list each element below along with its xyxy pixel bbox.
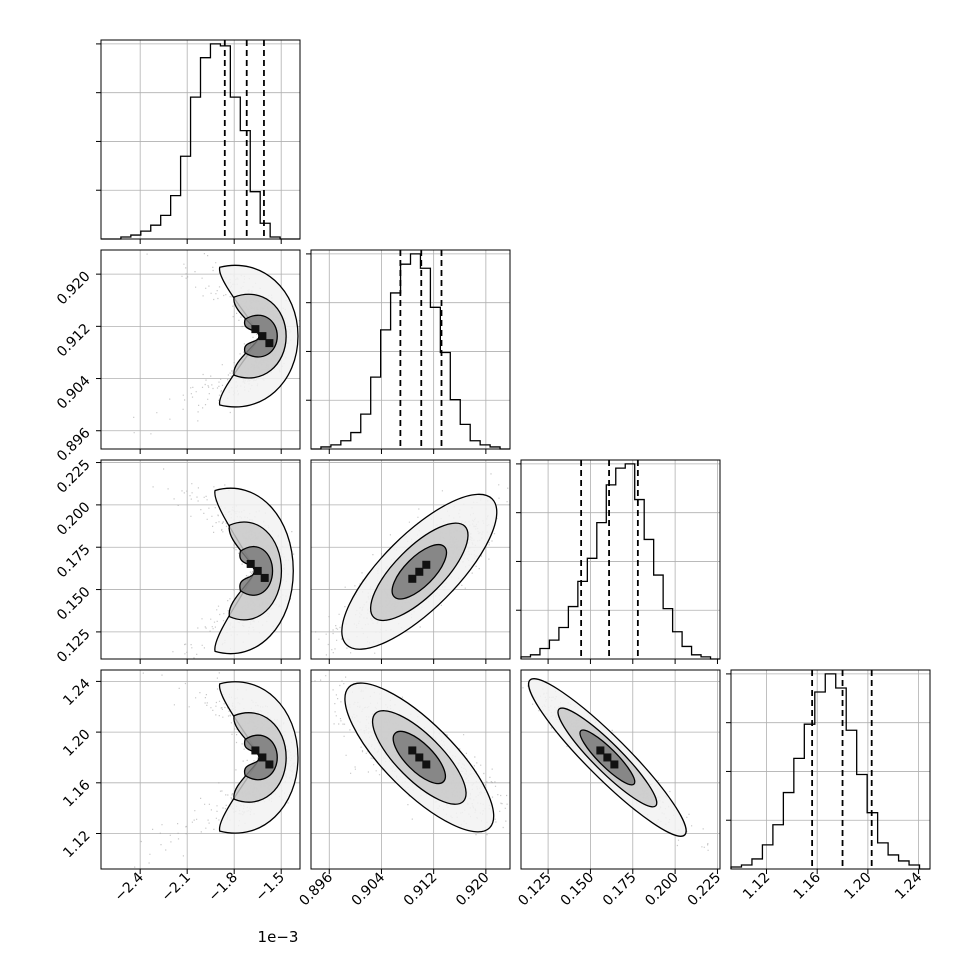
x-tick-label: −1.8 <box>206 870 241 905</box>
histogram-step <box>311 253 510 450</box>
pair-panel-1-0 <box>96 249 301 454</box>
density-peak <box>415 567 424 576</box>
density-peak <box>253 566 262 575</box>
y-tick-label: 0.200 <box>54 499 94 539</box>
x-tick-label: 1.16 <box>791 869 824 902</box>
panel-frame <box>310 249 511 450</box>
density-peak <box>408 746 417 755</box>
pair-panel-3-2 <box>520 669 721 874</box>
panel-frame <box>100 459 301 660</box>
panel-frame <box>100 39 301 240</box>
density-peak <box>258 332 267 341</box>
x-tick-label: 0.896 <box>296 869 336 909</box>
panel-frame <box>520 459 721 660</box>
x-tick-label: 0.225 <box>685 870 725 910</box>
density-peak <box>265 760 274 769</box>
x-tick-label: −2.4 <box>112 869 147 904</box>
density-peak <box>596 746 605 755</box>
panel-frame <box>100 669 301 870</box>
axis-offset-label: 1e−3 <box>258 928 299 946</box>
panel-frame <box>100 249 301 450</box>
density-peak <box>251 325 260 334</box>
density-peak <box>422 560 431 569</box>
histogram-panel-3 <box>726 669 931 874</box>
histogram-step <box>520 463 720 660</box>
pair-panel-2-0 <box>96 459 301 664</box>
x-tick-label: 0.200 <box>642 870 682 910</box>
pair-panel-3-0 <box>96 669 301 874</box>
histogram-panel-1 <box>306 249 511 454</box>
y-tick-label: 0.150 <box>54 584 94 624</box>
density-peak <box>422 760 431 769</box>
x-tick-label: 0.904 <box>349 869 389 909</box>
x-tick-label: 0.175 <box>600 870 640 910</box>
x-tick-label: −1.5 <box>253 870 288 905</box>
y-tick-label: 0.920 <box>54 268 94 308</box>
histogram-panel-0 <box>96 39 301 244</box>
density-peak <box>265 339 274 348</box>
y-tick-label: 1.20 <box>60 726 93 759</box>
panel-frame <box>520 669 721 870</box>
panel-frame <box>310 459 511 660</box>
density-peak <box>251 746 260 755</box>
y-tick-label: 0.904 <box>54 373 94 413</box>
density-peak <box>610 760 619 769</box>
y-tick-label: 1.24 <box>60 676 93 709</box>
density-peak <box>603 753 612 762</box>
histogram-step <box>101 43 300 240</box>
y-tick-label: 0.175 <box>54 542 94 582</box>
pair-panel-3-1 <box>310 669 511 874</box>
x-tick-label: 1.12 <box>740 870 773 903</box>
density-peak <box>408 574 417 583</box>
x-tick-label: 0.125 <box>515 870 555 910</box>
x-tick-label: 0.920 <box>453 870 493 910</box>
panel-frame <box>310 669 511 870</box>
y-tick-label: 0.896 <box>54 425 94 465</box>
density-peak <box>246 559 255 568</box>
density-peak <box>415 753 424 762</box>
x-tick-label: 1.20 <box>841 870 874 903</box>
panel-frame <box>730 669 931 870</box>
histogram-panel-2 <box>516 459 721 664</box>
x-tick-label: −2.1 <box>159 870 194 905</box>
density-peak <box>258 753 267 762</box>
x-tick-label: 0.912 <box>401 870 441 910</box>
y-tick-label: 0.912 <box>54 321 94 361</box>
y-tick-label: 1.12 <box>60 828 93 861</box>
y-tick-label: 0.125 <box>54 626 94 666</box>
x-tick-label: 0.150 <box>558 870 598 910</box>
y-tick-label: 1.16 <box>60 777 93 810</box>
x-tick-label: 1.24 <box>892 869 925 902</box>
histogram-step <box>730 673 930 870</box>
y-tick-label: 0.225 <box>54 457 94 497</box>
pair-panel-2-1 <box>310 459 511 664</box>
density-peak <box>260 573 269 582</box>
